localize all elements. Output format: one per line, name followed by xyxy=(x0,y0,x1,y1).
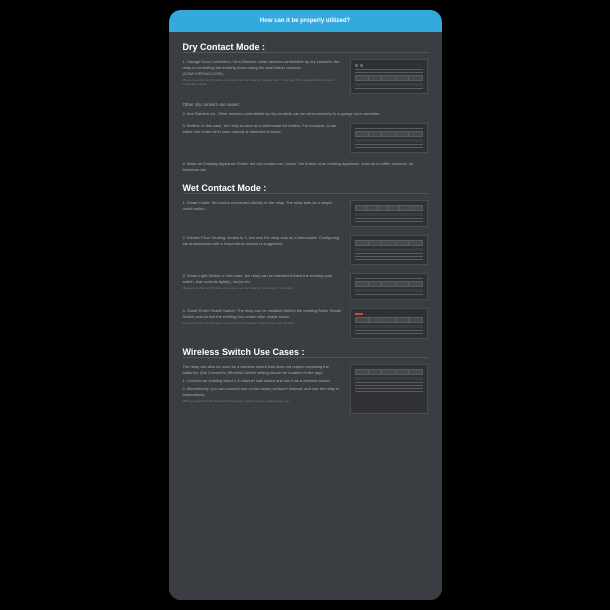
wet-row-2: 2. Electric Floor Heating: similar to 1,… xyxy=(183,235,428,265)
dry-item-3: 3. Boilers: in this case, the relay is u… xyxy=(183,123,342,135)
card-header: How can it be properly utilized? xyxy=(169,10,442,32)
dry-row-1: 1. Garage Door Controllers / Arm Barrier… xyxy=(183,59,428,94)
dry-subheading: Other dry contact use cases: xyxy=(183,102,428,107)
dry-item-2: 2. Arm Barriers etc. Other devices contr… xyxy=(183,111,428,117)
wireless-foot: *Binary sensors include door/window sens… xyxy=(183,400,342,404)
dry-note-1: Please note that for this case, you need… xyxy=(183,79,342,87)
diagram-roller xyxy=(350,308,428,339)
wireless-row: The relay can also be used as a wireless… xyxy=(183,364,428,414)
dry-row-3: 3. Boilers: in this case, the relay is u… xyxy=(183,123,428,153)
wet-row-3: 3. Smart Light Switch: in this case, the… xyxy=(183,273,428,300)
wireless-i2: 2. Alternatively, you can connect one or… xyxy=(183,386,342,398)
wet-item-3: 3. Smart Light Switch: in this case, the… xyxy=(183,273,342,285)
section-title-dry: Dry Contact Mode : xyxy=(183,42,428,53)
diagram-garage xyxy=(350,59,428,94)
diagram-heating xyxy=(350,235,428,265)
diagram-light xyxy=(350,273,428,300)
section-title-wet: Wet Contact Mode : xyxy=(183,183,428,194)
wireless-i1: 1. Connect an existing wired 1-3 channel… xyxy=(183,378,342,384)
diagram-wireless xyxy=(350,364,428,414)
wet-item-1: 1. Smart Outlet: the load is connected d… xyxy=(183,200,342,212)
wet-row-1: 1. Smart Outlet: the load is connected d… xyxy=(183,200,428,227)
info-card: How can it be properly utilized? Dry Con… xyxy=(169,10,442,600)
wet-note-3: Please note that for this case, you need… xyxy=(183,287,342,291)
wet-item-4: 4. Smart Roller Shade Switch: The relay … xyxy=(183,308,342,320)
diagram-outlet xyxy=(350,200,428,227)
card-content: Dry Contact Mode : 1. Garage Door Contro… xyxy=(169,32,442,600)
wet-row-4: 4. Smart Roller Shade Switch: The relay … xyxy=(183,308,428,339)
section-title-wireless: Wireless Switch Use Cases : xyxy=(183,347,428,358)
dry-item-1: 1. Garage Door Controllers / Arm Barrier… xyxy=(183,59,342,77)
dry-item-4: 4. Make an Existing Appliance Smart: the… xyxy=(183,161,428,173)
wet-item-2: 2. Electric Floor Heating: similar to 1,… xyxy=(183,235,342,247)
wet-note-4: Please note that for this case, a second… xyxy=(183,322,342,326)
wireless-body: The relay can also be used as a wireless… xyxy=(183,364,342,376)
diagram-boiler xyxy=(350,123,428,153)
